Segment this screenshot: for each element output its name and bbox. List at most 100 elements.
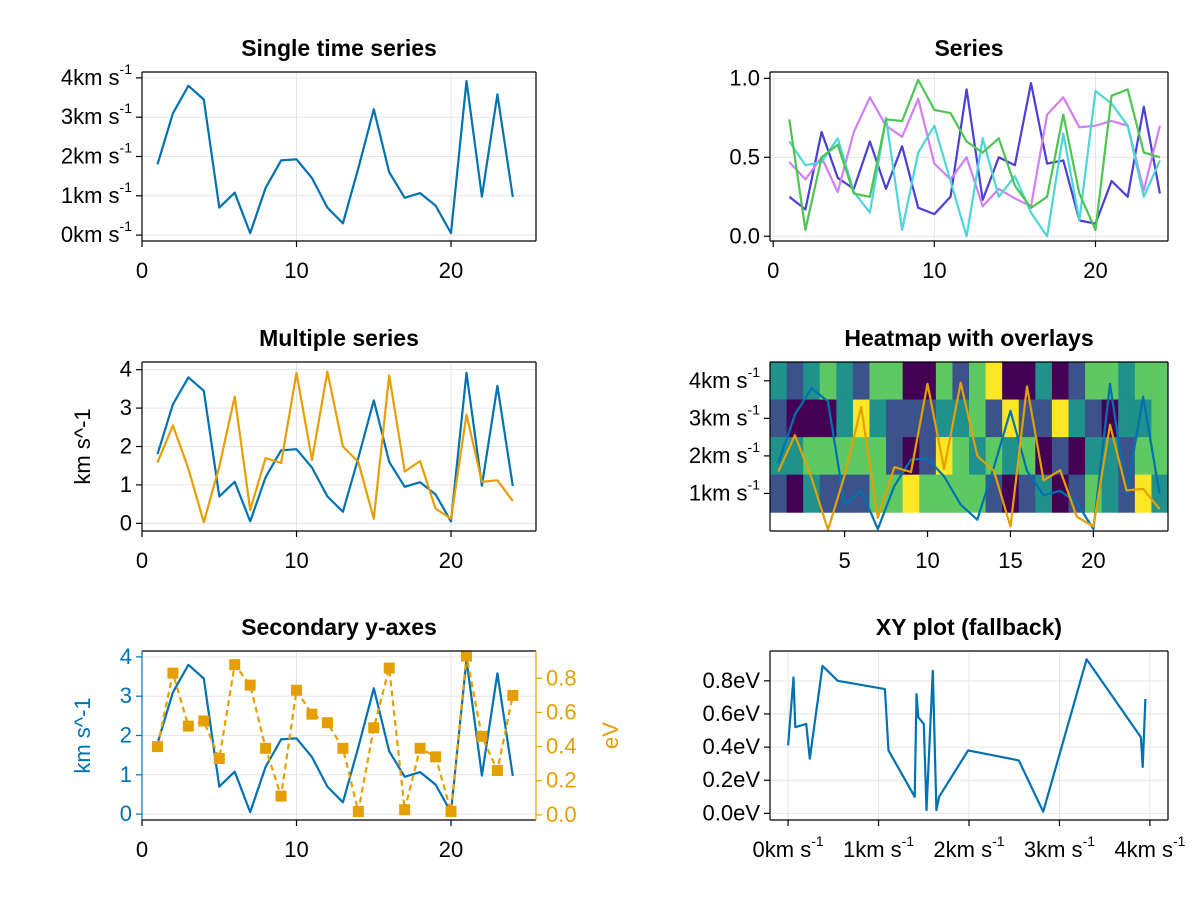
heatmap-cell (886, 437, 904, 476)
heatmap-cell (919, 437, 937, 476)
heatmap-cell (786, 474, 804, 513)
x-tick-label: 10 (922, 258, 946, 283)
series-line-1 (156, 370, 514, 524)
y-tick-label: 0 (120, 801, 132, 826)
y-axis-label: km s^-1 (70, 697, 95, 773)
series-marker (414, 742, 426, 754)
x-tick-label: 15 (998, 548, 1022, 573)
heatmap-cell (969, 474, 987, 513)
series-marker (399, 804, 411, 816)
heatmap-cell (1118, 399, 1136, 438)
series-marker (198, 715, 210, 727)
panel-xy: XY plot (fallback) 0km s-1 1km s-1 2km s-1 3… (703, 614, 1186, 862)
heatmap-cell (1101, 474, 1119, 513)
series-marker (445, 805, 457, 817)
heatmap-cell (969, 399, 987, 438)
y-tick-label: 4 (120, 644, 132, 669)
y-tick-label: 0.5 (729, 144, 760, 169)
x-tick-label: 20 (1081, 548, 1105, 573)
heatmap-cell (952, 474, 970, 513)
heatmap-cell (1002, 362, 1020, 401)
heatmap-cell (803, 474, 821, 513)
panel-title: XY plot (fallback) (876, 614, 1062, 640)
series-marker (182, 720, 194, 732)
heatmap-cell (985, 437, 1003, 476)
x-tick-label: 10 (284, 258, 308, 283)
panel-series: Series 0 10 20 0.0 0.5 1.0 (729, 35, 1169, 283)
heatmap-cell (786, 362, 804, 401)
x-tick-label: 20 (439, 837, 463, 862)
heatmap-cell (803, 437, 821, 476)
y-tick-label: 3 (120, 395, 132, 420)
heatmap-cell (1035, 362, 1053, 401)
heatmap-cell (852, 437, 870, 476)
heatmap-cell (1035, 399, 1053, 438)
heatmap-cell (1018, 362, 1036, 401)
heatmap-cell (919, 474, 937, 513)
panel-multiple: Multiple series 0 10 20 0 1 2 3 4 km s^-1 (70, 325, 537, 573)
heatmap-cell (1051, 474, 1069, 513)
panel-heatmap: Heatmap with overlays 5 10 15 20 1km s-1 2km s… (689, 325, 1169, 573)
y-tick-label: 1km s-1 (61, 179, 132, 208)
y-tick-label: 4 (120, 356, 132, 381)
heatmap-cell (935, 362, 953, 401)
heatmap-cell (1051, 362, 1069, 401)
y-tick-label: 1 (120, 472, 132, 497)
heatmap-cell (869, 437, 887, 476)
plot-area (777, 381, 1161, 531)
panel-title: Series (934, 35, 1003, 61)
x-tick-label: 0km s-1 (753, 833, 824, 862)
plot-area (787, 658, 1147, 813)
x-tick-label: 0 (136, 548, 148, 573)
heatmap-cell (985, 399, 1003, 438)
panel-title: Heatmap with overlays (844, 325, 1093, 351)
heatmap-cell (819, 474, 837, 513)
heatmap-cell (836, 437, 854, 476)
heatmap-cell (902, 399, 920, 438)
heatmap-cell (1051, 437, 1069, 476)
y-tick-label: 0.0eV (703, 800, 761, 825)
y-right-tick-label: 0.0 (546, 802, 577, 827)
y-tick-label: 1km s-1 (689, 476, 760, 505)
x-tick-label: 1km s-1 (843, 833, 914, 862)
series-line-0 (156, 79, 514, 235)
y-tick-label: 4km s-1 (689, 363, 760, 392)
series-marker (321, 717, 333, 729)
series-marker (151, 741, 163, 753)
heatmap-cell (819, 437, 837, 476)
heatmap-cell (852, 362, 870, 401)
heatmap-cell (919, 362, 937, 401)
y-tick-label: 4km s-1 (61, 61, 132, 90)
y-tick-label: 3 (120, 683, 132, 708)
series-marker (476, 730, 488, 742)
x-tick-label: 10 (915, 548, 939, 573)
y-tick-label: 3km s-1 (61, 100, 132, 129)
x-tick-label: 20 (1083, 258, 1107, 283)
heatmap-cell (770, 437, 788, 476)
y-tick-label: 1.0 (729, 65, 760, 90)
plot-area (156, 370, 514, 524)
y-tick-label: 2 (120, 433, 132, 458)
heatmap-cell (952, 437, 970, 476)
heatmap-cell (1134, 474, 1152, 513)
x-tick-label: 20 (439, 548, 463, 573)
plot-area (156, 654, 514, 814)
heatmap-cell (836, 362, 854, 401)
heatmap-cell (969, 362, 987, 401)
x-tick-label: 10 (284, 837, 308, 862)
y-tick-label: 2km s-1 (689, 439, 760, 468)
heatmap-cell (886, 399, 904, 438)
series-marker (383, 662, 395, 674)
heatmap-cell (935, 474, 953, 513)
plot-area (156, 79, 514, 235)
heatmap-cell (803, 399, 821, 438)
heatmap-cell (1101, 362, 1119, 401)
heatmap-cell (786, 437, 804, 476)
heatmap-cell (1035, 437, 1053, 476)
y-right-tick-label: 0.4 (546, 733, 577, 758)
series-line-1 (777, 381, 1161, 531)
series-marker (460, 650, 472, 662)
heatmap-cell (1068, 474, 1086, 513)
y-tick-label: 0.2eV (703, 767, 761, 792)
